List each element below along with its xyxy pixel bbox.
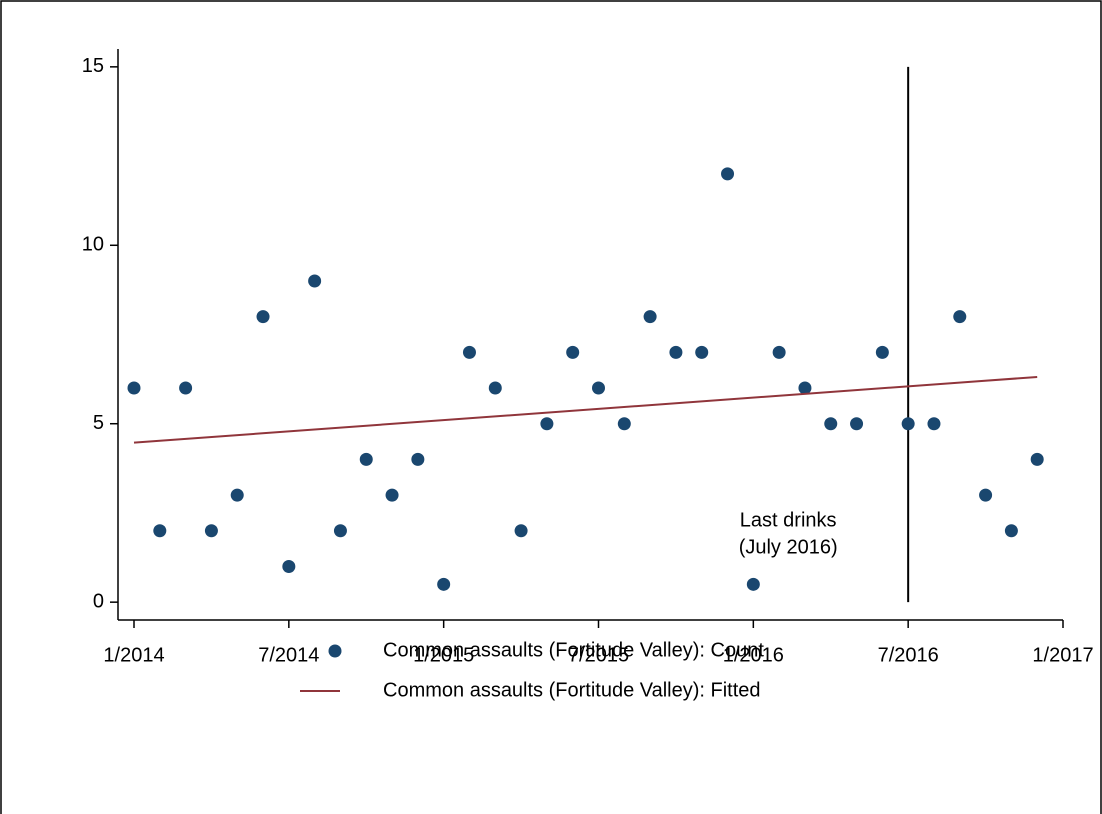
data-point xyxy=(953,310,967,324)
data-point xyxy=(1030,452,1044,466)
data-point xyxy=(643,310,657,324)
y-tick-label: 0 xyxy=(93,590,104,612)
x-tick-label: 7/2014 xyxy=(258,644,319,666)
data-point xyxy=(927,417,941,431)
data-point xyxy=(256,310,270,324)
x-tick-label: 7/2016 xyxy=(878,644,939,666)
data-point xyxy=(824,417,838,431)
data-point xyxy=(798,381,812,395)
data-point xyxy=(230,488,244,502)
data-point xyxy=(359,452,373,466)
data-point xyxy=(695,345,709,359)
data-point xyxy=(153,524,167,538)
data-point xyxy=(514,524,528,538)
data-point xyxy=(566,345,580,359)
legend-label: Common assaults (Fortitude Valley): Coun… xyxy=(383,639,764,661)
data-point xyxy=(308,274,322,288)
data-point xyxy=(204,524,218,538)
data-point xyxy=(179,381,193,395)
legend-marker xyxy=(328,644,342,658)
legend-label: Common assaults (Fortitude Valley): Fitt… xyxy=(383,679,761,701)
x-tick-label: 1/2017 xyxy=(1032,644,1093,666)
data-point xyxy=(850,417,864,431)
data-point xyxy=(540,417,554,431)
data-point xyxy=(437,577,451,591)
x-tick-label: 1/2016 xyxy=(723,644,784,666)
x-tick-label: 1/2015 xyxy=(413,644,474,666)
y-tick-label: 10 xyxy=(82,234,104,256)
annotation: (July 2016) xyxy=(739,536,838,558)
data-point xyxy=(592,381,605,395)
data-point xyxy=(772,345,786,359)
data-point xyxy=(901,417,915,431)
data-point xyxy=(617,417,631,431)
x-tick-label: 7/2015 xyxy=(568,644,629,666)
y-tick-label: 15 xyxy=(82,55,104,77)
y-tick-label: 5 xyxy=(93,412,104,434)
data-point xyxy=(746,577,760,591)
data-point xyxy=(721,167,735,181)
x-tick-label: 1/2014 xyxy=(103,644,164,666)
data-point xyxy=(875,345,889,359)
data-point xyxy=(411,452,425,466)
data-point xyxy=(462,345,476,359)
fitted-line xyxy=(133,375,1038,444)
data-point xyxy=(1004,524,1018,538)
data-point xyxy=(127,381,141,395)
data-point xyxy=(333,524,347,538)
annotation: Last drinks xyxy=(740,509,837,531)
data-point xyxy=(979,488,993,502)
data-point xyxy=(488,381,502,395)
data-point xyxy=(669,345,683,359)
data-point xyxy=(385,488,399,502)
data-point xyxy=(282,559,296,573)
